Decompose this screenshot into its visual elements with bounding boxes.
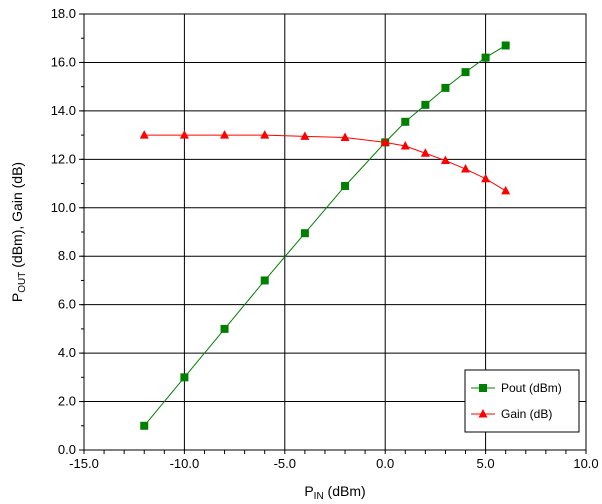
data-point [501,41,510,50]
series-layer [139,41,511,430]
series-line [143,45,506,427]
legend: Pout (dBm) Gain (dB) [464,369,580,433]
y-axis-label-suffix: (dBm), Gain (dB) [9,162,25,272]
x-tick-label: -5.0 [274,456,296,471]
data-point [140,421,149,430]
data-point [300,229,309,238]
legend-item: Pout (dBm) [471,381,562,395]
x-tick-label: 0.0 [376,456,394,471]
data-point [260,130,270,139]
series-pout [140,41,510,430]
x-tick-label: -10.0 [170,456,200,471]
y-tick-label: 0.0 [58,442,76,457]
data-point [461,68,470,77]
y-tick-label: 6.0 [58,297,76,312]
x-axis-label-main: P [304,483,313,499]
data-point [340,132,350,142]
data-point [478,409,488,418]
data-point [260,276,269,285]
y-tick-label: 14.0 [51,103,76,118]
data-point [440,155,450,165]
data-point [300,131,310,140]
data-point [400,141,410,150]
y-tick-label: 10.0 [51,200,76,215]
y-axis-label-main: P [9,293,25,302]
series-gain [139,130,511,195]
data-point [481,53,490,62]
x-axis-label-suffix: (dBm) [324,483,366,499]
x-axis-label: PIN (dBm) [304,483,365,502]
legend-box [464,369,580,433]
data-point [421,100,430,109]
data-point [220,130,230,139]
data-point [420,148,430,157]
data-point [481,173,491,183]
y-tick-label: 8.0 [58,248,76,263]
x-axis-label-sub: IN [314,491,324,502]
data-point [180,373,189,382]
y-axis-label-sub: OUT [17,272,28,293]
axis-ticks: -15.0 -10.0 -5.0 0.0 5.0 10.0 0.0 2.0 4.0 6.0 8.0 1… [51,6,599,471]
y-tick-label: 18.0 [51,6,76,21]
data-point [179,130,189,139]
data-point [461,164,471,173]
x-tick-label: 5.0 [477,456,495,471]
x-tick-label: -15.0 [69,456,99,471]
data-point [341,181,350,190]
data-point [220,324,229,333]
legend-item: Gain (dB) [471,407,552,421]
y-tick-label: 12.0 [51,151,76,166]
data-point [441,83,450,92]
data-point [380,137,390,146]
y-axis-label: POUT (dBm), Gain (dB) [9,162,28,302]
data-point [501,185,511,195]
legend-label: Pout (dBm) [501,381,562,395]
x-tick-label: 10.0 [573,456,598,471]
data-point [479,384,487,392]
series-line [144,134,506,192]
y-tick-label: 16.0 [51,54,76,69]
data-point [139,130,149,139]
data-point [401,117,410,126]
y-tick-label: 2.0 [58,394,76,409]
y-tick-label: 4.0 [58,345,76,360]
legend-label: Gain (dB) [501,407,552,421]
